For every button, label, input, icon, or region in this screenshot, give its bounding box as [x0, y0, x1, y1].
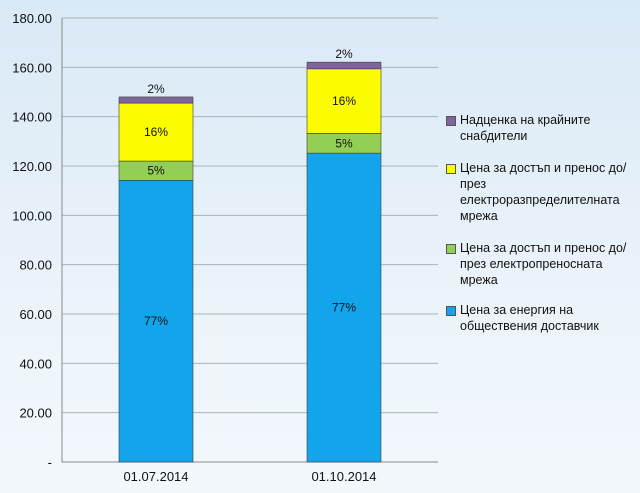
legend-item: Цена за енергия на обществения доставчик — [446, 302, 636, 334]
legend-swatch — [446, 116, 456, 126]
y-tick-label: - — [48, 455, 52, 470]
data-label: 77% — [332, 301, 356, 315]
y-tick-label: 40.00 — [19, 356, 52, 371]
legend-item: Надценка на крайните снабдители — [446, 112, 636, 144]
legend-swatch — [446, 306, 456, 316]
legend-swatch — [446, 164, 456, 174]
y-tick-label: 140.00 — [12, 110, 52, 125]
data-label: 77% — [144, 314, 168, 328]
data-label: 2% — [335, 47, 353, 61]
legend-item: Цена за достъп и пренос до/през електроп… — [446, 240, 636, 288]
legend-label: Надценка на крайните снабдители — [460, 113, 591, 143]
bar-segment — [306, 68, 382, 134]
legend-swatch — [446, 244, 456, 254]
y-tick-label: 60.00 — [19, 307, 52, 322]
bar-segment — [118, 102, 194, 162]
data-label: 16% — [144, 125, 168, 139]
y-tick-label: 20.00 — [19, 406, 52, 421]
data-label: 5% — [335, 136, 353, 150]
bar-segment — [306, 61, 382, 70]
y-tick-label: 120.00 — [12, 159, 52, 174]
y-tick-label: 100.00 — [12, 208, 52, 223]
legend-label: Цена за достъп и пренос до/през електроп… — [460, 241, 627, 287]
legend-label: Цена за енергия на обществения доставчик — [460, 303, 599, 333]
y-tick-label: 160.00 — [12, 60, 52, 75]
legend-label: Цена за достъп и пренос до/през електрор… — [460, 161, 627, 223]
legend: Надценка на крайните снабдители Цена за д… — [446, 112, 636, 334]
data-label: 16% — [332, 94, 356, 108]
legend-item: Цена за достъп и пренос до/през електрор… — [446, 160, 636, 224]
bar-segment — [118, 96, 194, 104]
x-tick-label: 01.07.2014 — [123, 469, 188, 484]
bar-segment — [306, 152, 382, 463]
data-label: 2% — [147, 82, 165, 96]
bar-segment — [118, 180, 194, 463]
x-tick-label: 01.10.2014 — [311, 469, 376, 484]
y-tick-label: 80.00 — [19, 258, 52, 273]
data-label: 5% — [147, 164, 165, 178]
y-tick-label: 180.00 — [12, 11, 52, 26]
